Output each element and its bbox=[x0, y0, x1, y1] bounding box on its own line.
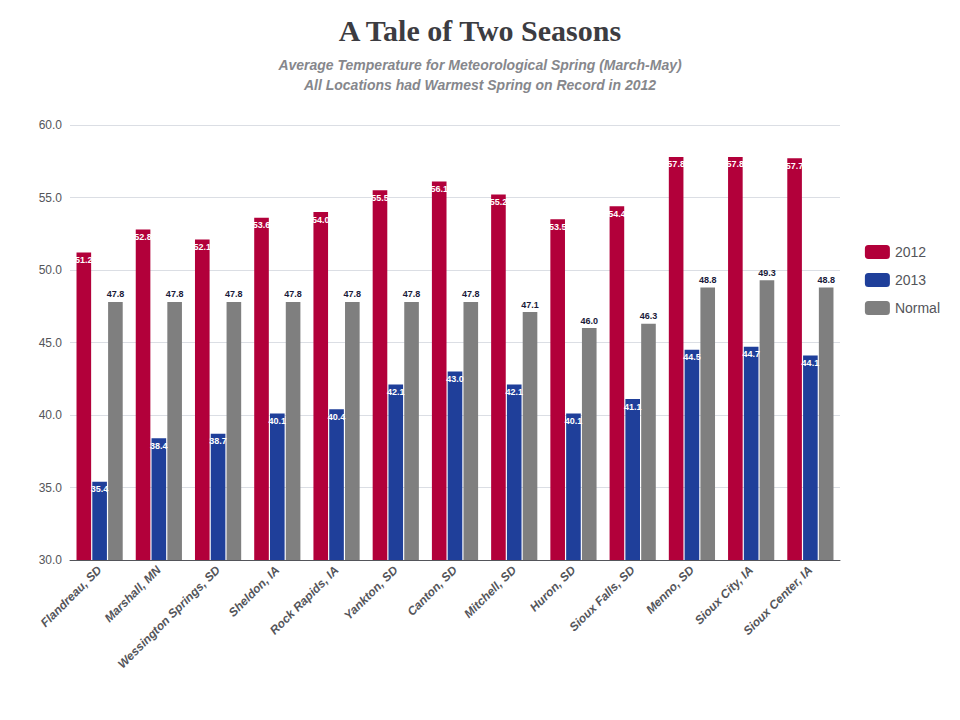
svg-text:55.2: 55.2 bbox=[490, 197, 508, 207]
svg-text:40.1: 40.1 bbox=[565, 416, 583, 426]
svg-text:Normal: Normal bbox=[895, 300, 940, 316]
svg-text:All Locations had Warmest Spri: All Locations had Warmest Spring on Reco… bbox=[303, 77, 656, 93]
svg-text:Sioux Falls, SD: Sioux Falls, SD bbox=[567, 563, 638, 634]
svg-text:Sioux City, IA: Sioux City, IA bbox=[692, 563, 756, 627]
svg-text:55.5: 55.5 bbox=[371, 193, 389, 203]
svg-text:54.0: 54.0 bbox=[312, 215, 330, 225]
svg-text:57.8: 57.8 bbox=[727, 159, 745, 169]
svg-text:35.0: 35.0 bbox=[39, 481, 63, 495]
svg-text:57.7: 57.7 bbox=[786, 161, 804, 171]
svg-text:Flandreau, SD: Flandreau, SD bbox=[38, 563, 105, 630]
svg-text:38.4: 38.4 bbox=[150, 441, 168, 451]
svg-text:42.1: 42.1 bbox=[505, 387, 523, 397]
svg-text:56.1: 56.1 bbox=[430, 184, 448, 194]
svg-text:30.0: 30.0 bbox=[39, 553, 63, 567]
svg-text:35.4: 35.4 bbox=[91, 484, 109, 494]
svg-text:Yankton, SD: Yankton, SD bbox=[341, 563, 401, 623]
svg-text:Rock Rapids, IA: Rock Rapids, IA bbox=[267, 563, 341, 637]
svg-text:46.3: 46.3 bbox=[640, 311, 658, 321]
svg-text:47.8: 47.8 bbox=[166, 289, 184, 299]
svg-text:48.8: 48.8 bbox=[817, 275, 835, 285]
svg-text:44.7: 44.7 bbox=[742, 349, 760, 359]
svg-text:53.6: 53.6 bbox=[253, 220, 271, 230]
svg-text:60.0: 60.0 bbox=[39, 118, 63, 132]
svg-text:50.0: 50.0 bbox=[39, 263, 63, 277]
svg-text:38.7: 38.7 bbox=[209, 436, 227, 446]
svg-text:53.5: 53.5 bbox=[549, 222, 567, 232]
svg-text:Huron, SD: Huron, SD bbox=[527, 563, 579, 615]
svg-text:47.8: 47.8 bbox=[107, 289, 125, 299]
svg-text:Mitchell, SD: Mitchell, SD bbox=[461, 563, 519, 621]
svg-text:49.3: 49.3 bbox=[758, 268, 776, 278]
svg-text:Canton, SD: Canton, SD bbox=[404, 563, 460, 619]
svg-text:47.8: 47.8 bbox=[344, 289, 362, 299]
svg-text:47.1: 47.1 bbox=[521, 300, 539, 310]
svg-text:Sioux Center, IA: Sioux Center, IA bbox=[740, 563, 815, 638]
svg-text:40.4: 40.4 bbox=[328, 412, 346, 422]
svg-text:47.8: 47.8 bbox=[225, 289, 243, 299]
svg-text:44.5: 44.5 bbox=[683, 352, 701, 362]
svg-text:54.4: 54.4 bbox=[608, 209, 626, 219]
svg-text:47.8: 47.8 bbox=[403, 289, 421, 299]
svg-text:Menno, SD: Menno, SD bbox=[643, 563, 697, 617]
svg-text:55.0: 55.0 bbox=[39, 191, 63, 205]
svg-text:51.2: 51.2 bbox=[75, 255, 93, 265]
svg-text:46.0: 46.0 bbox=[580, 316, 598, 326]
svg-text:48.8: 48.8 bbox=[699, 275, 717, 285]
svg-text:40.1: 40.1 bbox=[269, 416, 287, 426]
svg-text:44.1: 44.1 bbox=[802, 358, 820, 368]
svg-text:47.8: 47.8 bbox=[284, 289, 302, 299]
svg-text:Wessington Springs, SD: Wessington Springs, SD bbox=[115, 563, 223, 671]
svg-text:2012: 2012 bbox=[895, 244, 926, 260]
svg-text:Average Temperature for Meteor: Average Temperature for Meteorological S… bbox=[277, 57, 682, 73]
svg-text:52.8: 52.8 bbox=[134, 232, 152, 242]
svg-text:57.8: 57.8 bbox=[667, 159, 685, 169]
svg-text:43.0: 43.0 bbox=[446, 374, 464, 384]
svg-text:Marshall, MN: Marshall, MN bbox=[102, 563, 164, 625]
svg-text:41.1: 41.1 bbox=[624, 402, 642, 412]
svg-text:40.0: 40.0 bbox=[39, 408, 63, 422]
svg-text:47.8: 47.8 bbox=[462, 289, 480, 299]
svg-text:42.1: 42.1 bbox=[387, 387, 405, 397]
svg-text:A Tale of Two Seasons: A Tale of Two Seasons bbox=[339, 14, 621, 47]
svg-text:45.0: 45.0 bbox=[39, 336, 63, 350]
svg-text:Sheldon, IA: Sheldon, IA bbox=[226, 563, 283, 620]
svg-text:52.1: 52.1 bbox=[194, 242, 212, 252]
svg-text:2013: 2013 bbox=[895, 272, 926, 288]
